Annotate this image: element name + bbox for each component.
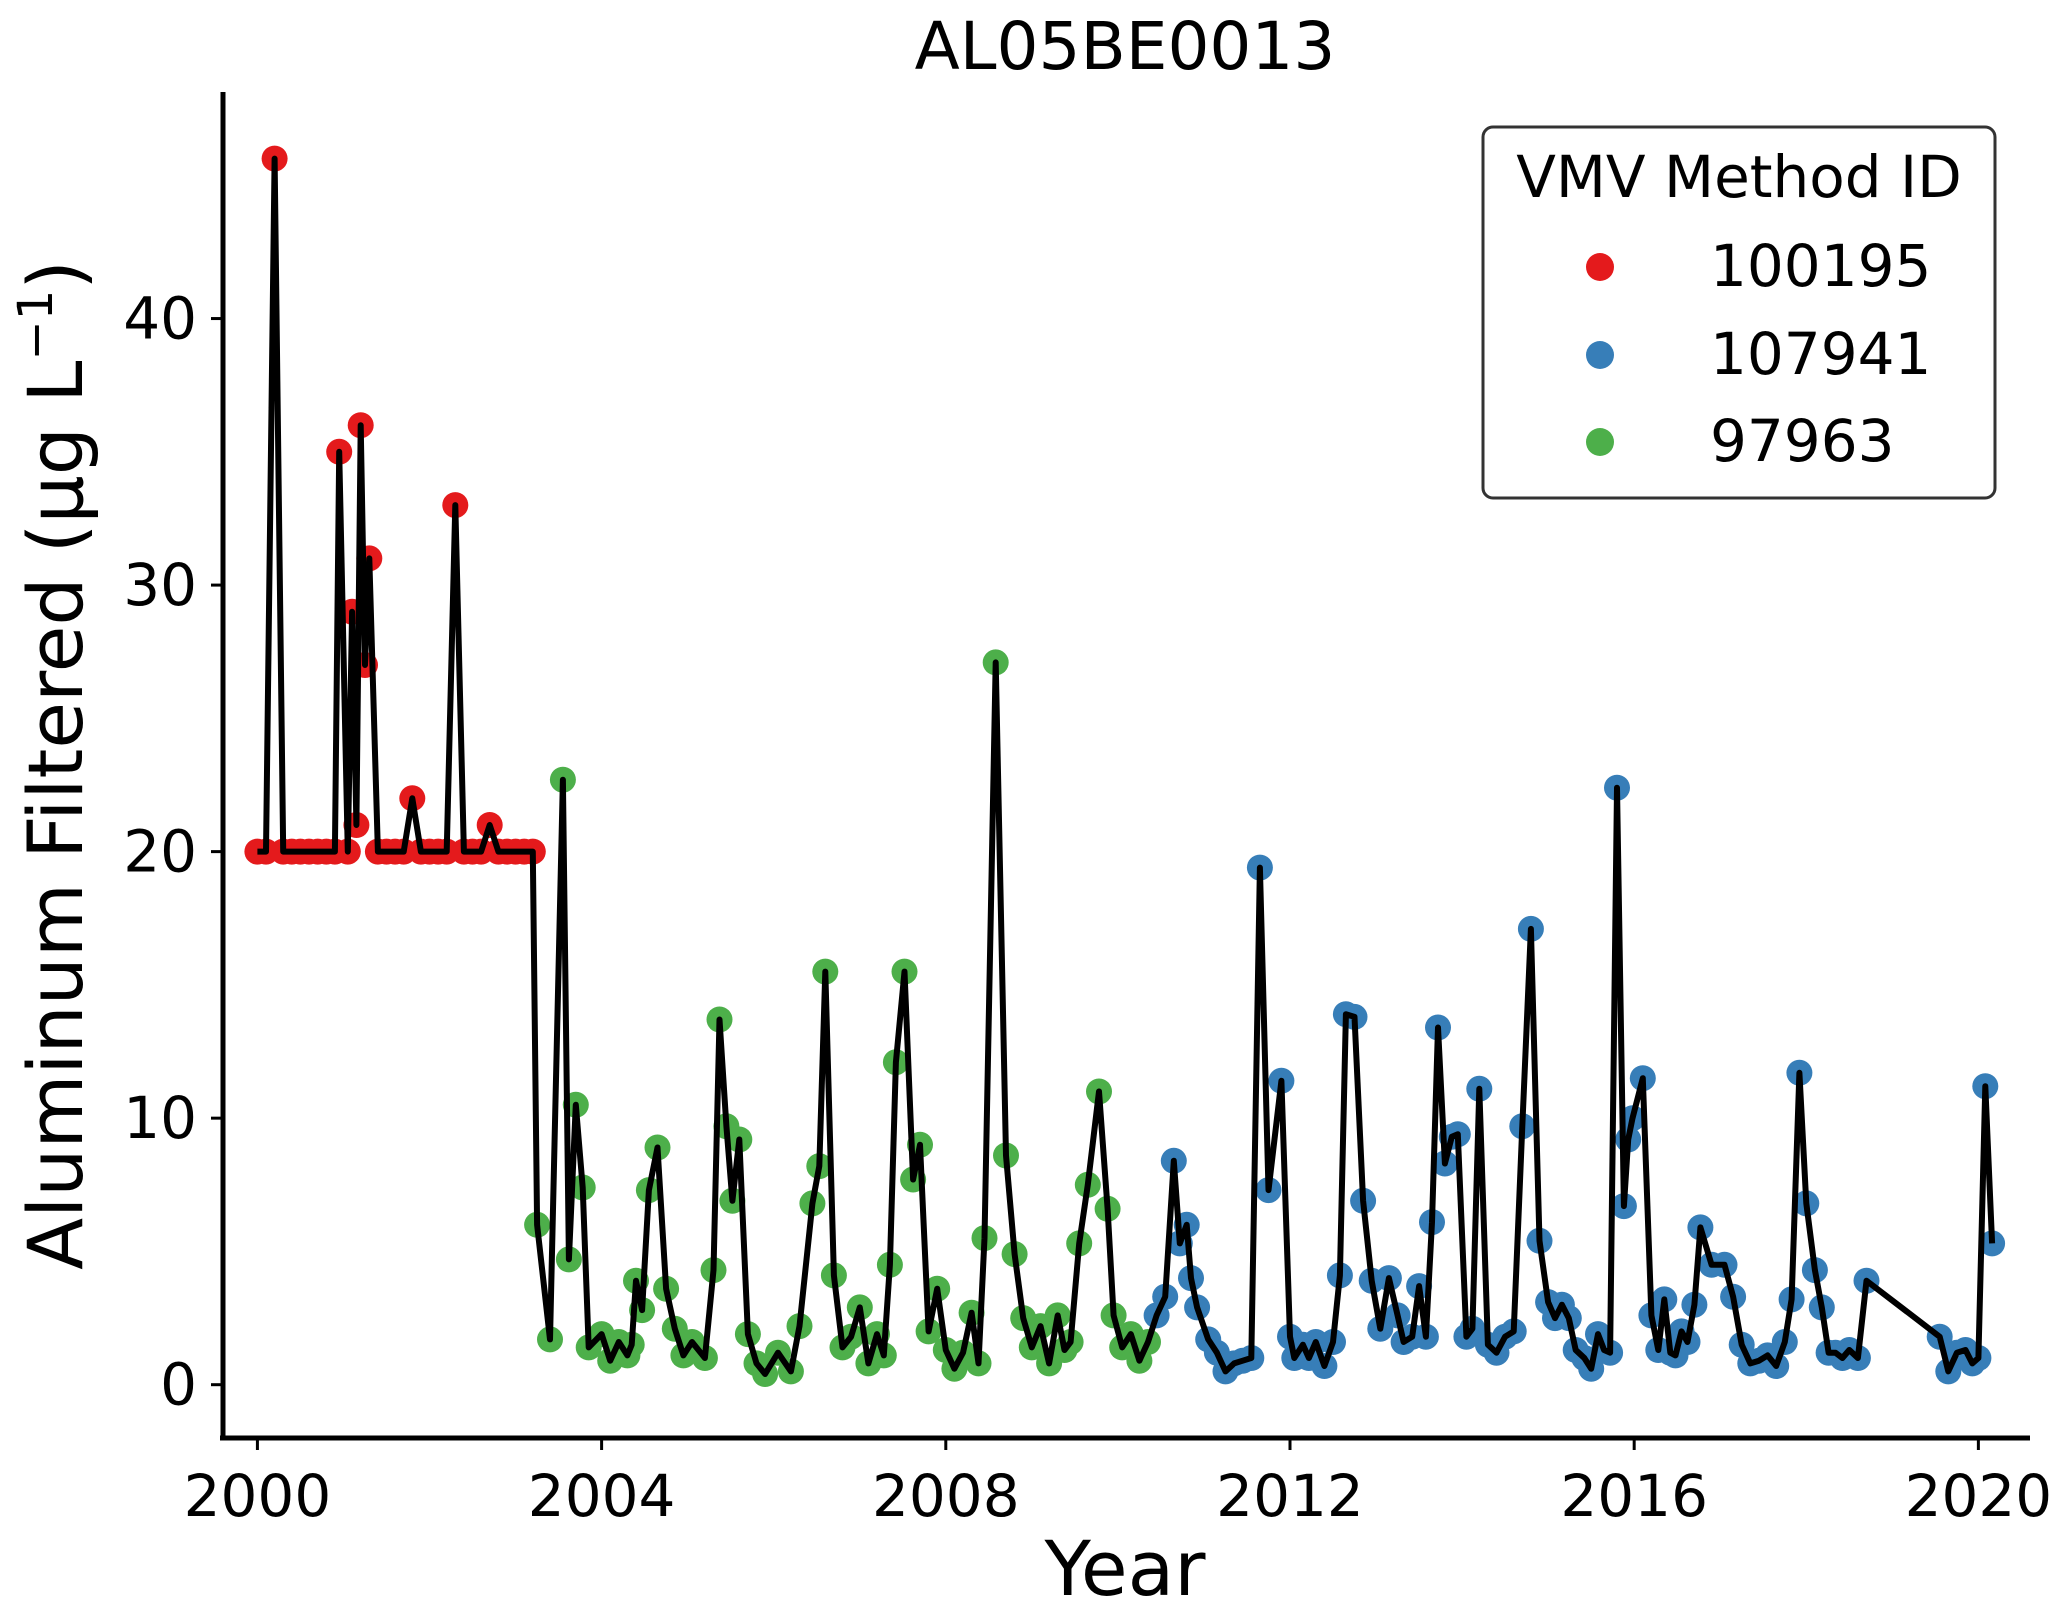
chart-title: AL05BE0013	[915, 8, 1336, 85]
x-tick-label: 2016	[1560, 1462, 1708, 1530]
y-axis-title-close: )	[11, 260, 100, 290]
legend-label-100195: 100195	[1710, 232, 1931, 300]
y-tick-label: 10	[123, 1084, 197, 1152]
x-tick-label: 2000	[184, 1462, 332, 1530]
y-tick-label: 0	[160, 1351, 197, 1419]
y-tick-label: 20	[123, 818, 197, 886]
x-tick-label: 2012	[1216, 1462, 1364, 1530]
y-axis-title-main: Aluminum Filtered (µg L	[11, 361, 100, 1270]
y-tick-label: 30	[123, 551, 197, 619]
y-axis-title: Aluminum Filtered (µg L−1)	[8, 260, 100, 1270]
y-ticks: 0 10 20 30 40	[123, 285, 223, 1419]
x-axis-title: Year	[1044, 1524, 1207, 1611]
x-tick-label: 2004	[528, 1462, 676, 1530]
svg-text:Aluminum Filtered (µg L−1): Aluminum Filtered (µg L−1)	[8, 260, 100, 1270]
legend-box	[1481, 125, 1997, 500]
legend-label-107941: 107941	[1710, 320, 1931, 388]
y-axis-title-superscript: −1	[8, 290, 64, 361]
marks-layer	[244, 145, 2006, 1387]
legend-label-97963: 97963	[1710, 407, 1895, 475]
legend-title: VMV Method ID	[1516, 143, 1962, 211]
legend-marker-107941	[1586, 341, 1614, 369]
series-line	[257, 155, 1996, 1377]
x-tick-label: 2008	[872, 1462, 1020, 1530]
legend: VMV Method ID 100195 107941 97963	[1481, 125, 1997, 500]
x-ticks: 2000 2004 2008 2012 2016 2020	[184, 1438, 2053, 1530]
legend-marker-97963	[1586, 428, 1614, 456]
y-tick-label: 40	[123, 285, 197, 353]
legend-marker-100195	[1586, 253, 1614, 281]
x-tick-label: 2020	[1905, 1462, 2053, 1530]
